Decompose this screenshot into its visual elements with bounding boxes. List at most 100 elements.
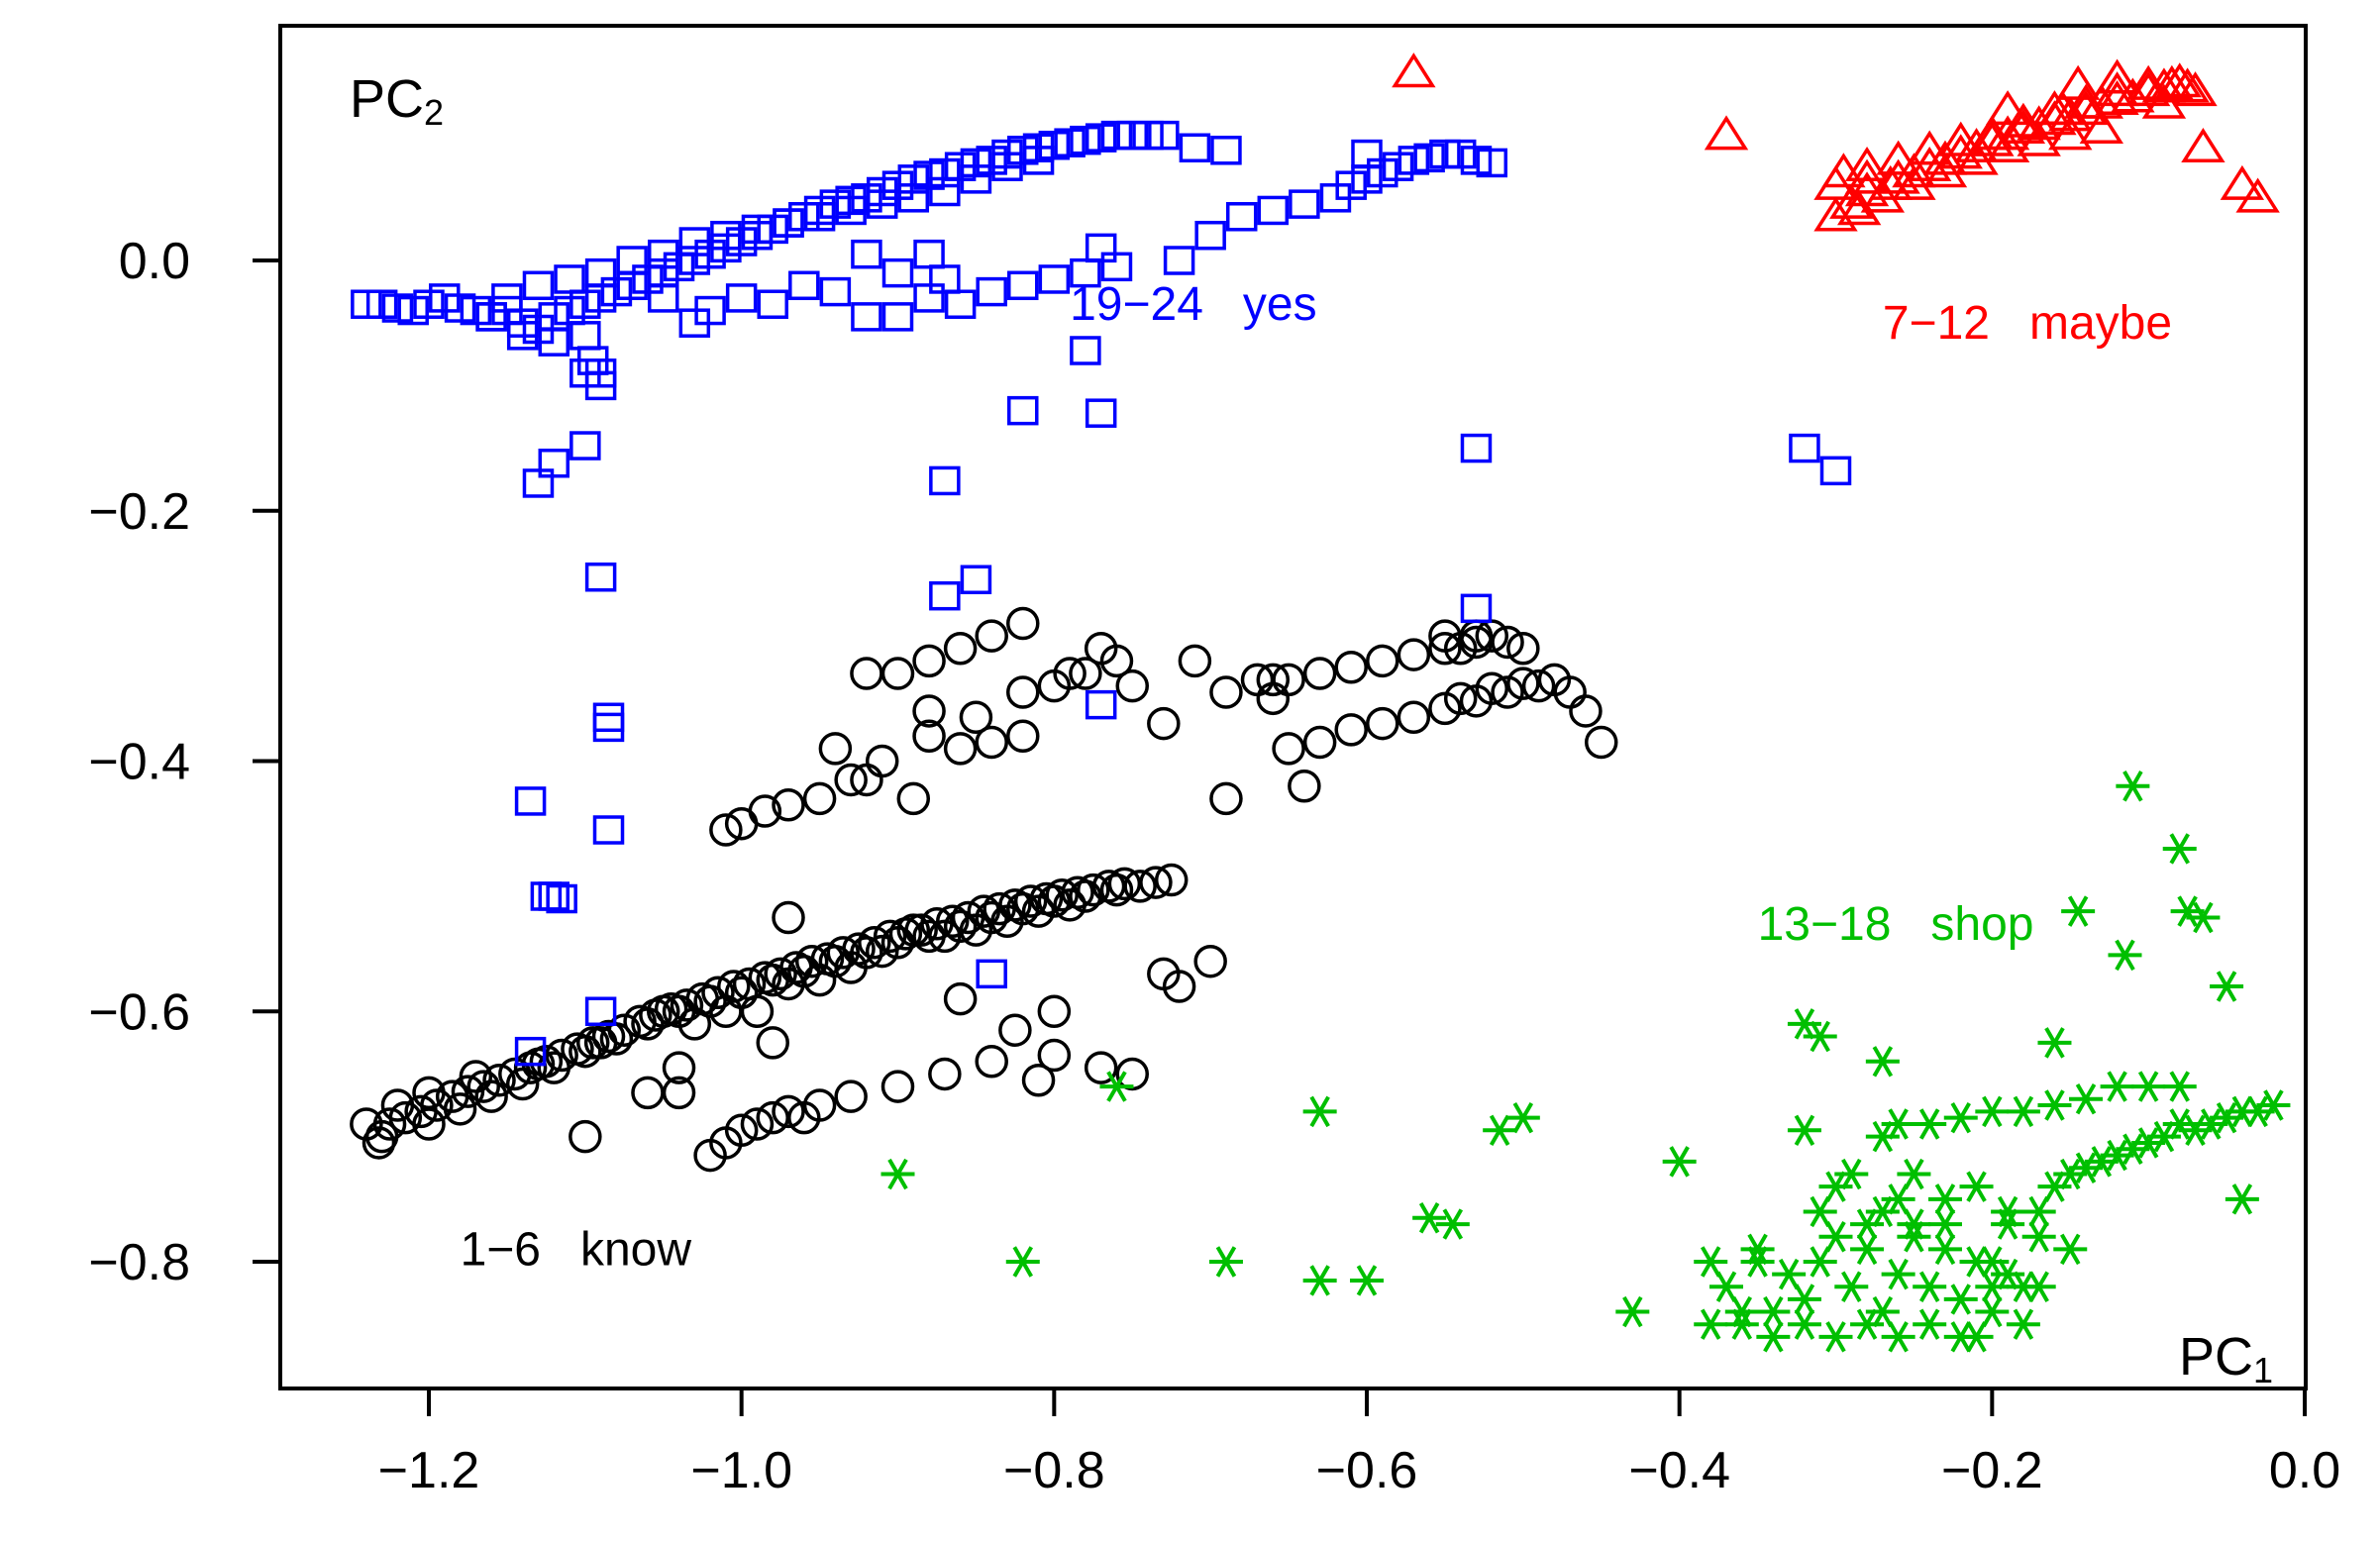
x-tick-label: −0.4 bbox=[1628, 1442, 1730, 1499]
data-point-circle bbox=[880, 657, 915, 690]
data-point-square bbox=[773, 208, 804, 238]
series-asterisk bbox=[880, 771, 2291, 1353]
x-tick-label: 0.0 bbox=[2269, 1442, 2340, 1499]
data-point-circle bbox=[834, 763, 868, 797]
data-point-square bbox=[913, 160, 945, 190]
data-point-triangle bbox=[2063, 83, 2109, 119]
data-point-circle bbox=[865, 744, 899, 778]
data-point-triangle bbox=[1813, 164, 1858, 200]
data-point-asterisk bbox=[1818, 1321, 1853, 1353]
data-point-asterisk bbox=[1943, 1101, 1978, 1134]
data-point-circle bbox=[1178, 644, 1212, 678]
data-point-circle bbox=[599, 1022, 634, 1056]
data-point-square bbox=[757, 289, 788, 319]
annotations: 1−6 know 7−12 maybe 13−18 shop 19−24 yes bbox=[461, 278, 2172, 1276]
y-axis: 0.0 −0.2 −0.4 −0.6 −0.8 bbox=[88, 233, 282, 1291]
data-point-asterisk bbox=[2037, 1027, 2072, 1059]
data-point-circle bbox=[1288, 770, 1321, 803]
data-point-circle bbox=[1443, 681, 1478, 716]
data-point-square bbox=[616, 270, 648, 301]
data-point-asterisk bbox=[1740, 1233, 1775, 1266]
y-tick-label: −0.4 bbox=[88, 734, 190, 791]
data-point-circle bbox=[1037, 994, 1072, 1028]
data-point-circle bbox=[631, 1076, 665, 1110]
data-point-asterisk bbox=[1709, 1271, 1744, 1302]
data-point-square bbox=[851, 239, 882, 269]
data-point-square bbox=[1038, 130, 1071, 160]
series-annotation: 13−18 shop bbox=[1758, 898, 2034, 951]
data-point-asterisk bbox=[1913, 1108, 1947, 1140]
data-point-square bbox=[522, 468, 555, 498]
data-point-square bbox=[351, 289, 382, 319]
data-point-asterisk bbox=[1787, 1284, 1821, 1315]
data-point-circle bbox=[1428, 619, 1462, 653]
data-point-square bbox=[788, 270, 820, 301]
data-point-circle bbox=[865, 934, 899, 969]
data-point-square bbox=[1038, 264, 1071, 294]
data-point-circle bbox=[1037, 1038, 1072, 1073]
data-point-circle bbox=[1013, 884, 1048, 918]
data-point-asterisk bbox=[1913, 1271, 1947, 1302]
data-point-asterisk bbox=[1975, 1271, 2010, 1302]
data-point-square bbox=[381, 293, 414, 323]
data-point-square bbox=[1335, 170, 1367, 200]
data-point-circle bbox=[818, 732, 853, 766]
data-point-triangle bbox=[2095, 79, 2139, 115]
data-point-asterisk bbox=[1803, 1246, 1837, 1278]
data-point-circle bbox=[834, 951, 868, 984]
data-point-triangle bbox=[1954, 127, 1999, 163]
data-point-asterisk bbox=[1483, 1114, 1517, 1147]
y-tick-label: −0.8 bbox=[88, 1234, 190, 1291]
y-tick-label: −0.2 bbox=[88, 483, 190, 541]
data-point-triangle bbox=[2063, 90, 2109, 126]
data-point-circle bbox=[1506, 667, 1540, 700]
data-point-square bbox=[648, 283, 679, 313]
data-point-circle bbox=[1334, 650, 1368, 684]
data-point-triangle bbox=[2173, 71, 2218, 107]
data-point-asterisk bbox=[1897, 1208, 1931, 1240]
data-point-circle bbox=[1428, 632, 1462, 666]
data-point-circle bbox=[1397, 638, 1431, 671]
annotation-range: 13−18 bbox=[1758, 898, 1892, 951]
data-point-circle bbox=[975, 619, 1008, 653]
data-point-asterisk bbox=[1850, 1208, 1885, 1240]
y-axis-label-sub: 2 bbox=[424, 92, 444, 133]
data-point-triangle bbox=[2040, 90, 2085, 126]
data-point-square bbox=[757, 214, 788, 245]
data-point-square bbox=[1351, 164, 1383, 194]
data-point-asterisk bbox=[1740, 1246, 1775, 1278]
data-point-asterisk bbox=[2225, 1183, 2259, 1215]
data-point-circle bbox=[1569, 694, 1603, 728]
data-point-asterisk bbox=[1897, 1158, 1931, 1190]
data-point-circle bbox=[1006, 719, 1040, 753]
data-point-square bbox=[803, 202, 836, 232]
data-point-asterisk bbox=[2053, 1233, 2088, 1266]
x-tick-label: −1.0 bbox=[690, 1442, 792, 1499]
data-point-triangle bbox=[1829, 183, 1874, 219]
data-point-asterisk bbox=[1991, 1258, 2025, 1290]
data-point-square bbox=[584, 562, 617, 592]
data-point-circle bbox=[1506, 632, 1540, 666]
series-square bbox=[351, 120, 1852, 1067]
data-point-circle bbox=[1491, 675, 1524, 709]
series-annotation: 7−12 maybe bbox=[1883, 297, 2172, 350]
data-point-square bbox=[1289, 189, 1320, 219]
data-point-square bbox=[960, 164, 992, 194]
data-point-square bbox=[365, 289, 398, 319]
data-point-circle bbox=[756, 1026, 789, 1060]
data-point-triangle bbox=[1836, 190, 1882, 226]
y-tick-label: −0.6 bbox=[88, 983, 190, 1041]
data-point-asterisk bbox=[1099, 1071, 1134, 1102]
data-point-circle bbox=[756, 963, 789, 997]
data-point-asterisk bbox=[1927, 1183, 1962, 1215]
data-point-square bbox=[929, 157, 961, 188]
data-point-asterisk bbox=[1975, 1295, 2010, 1328]
data-point-circle bbox=[896, 781, 931, 816]
data-point-asterisk bbox=[2108, 939, 2142, 972]
data-point-circle bbox=[794, 944, 829, 978]
data-point-square bbox=[1054, 128, 1086, 157]
x-tick-label: −0.2 bbox=[1941, 1442, 2043, 1499]
data-point-circle bbox=[1193, 944, 1227, 978]
data-point-circle bbox=[943, 981, 978, 1016]
data-point-triangle bbox=[2001, 109, 2046, 145]
